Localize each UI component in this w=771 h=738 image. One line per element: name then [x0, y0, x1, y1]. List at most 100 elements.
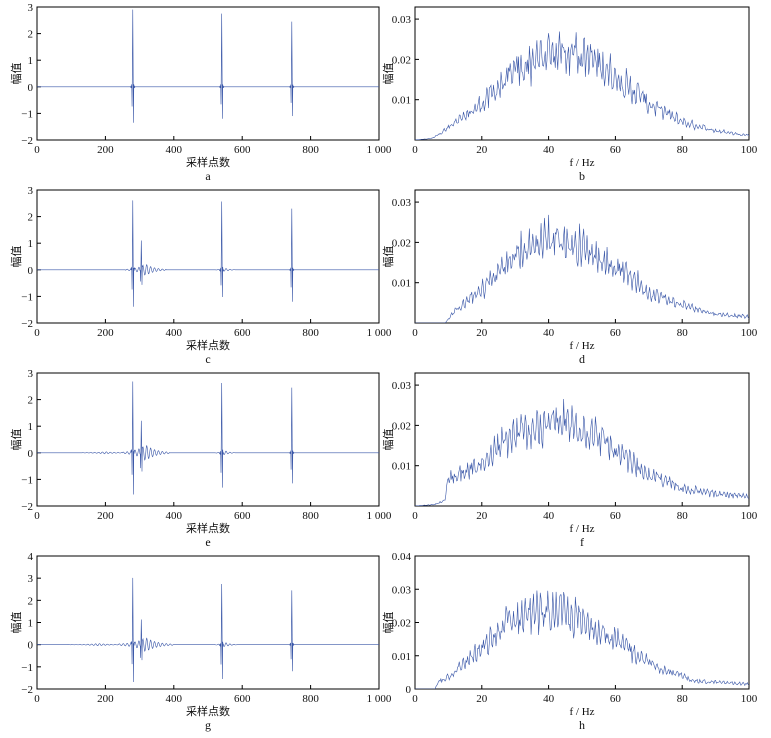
x-tick-label: 40	[543, 510, 555, 522]
y-tick-label: 0	[28, 640, 34, 652]
y-tick-label: −1	[21, 108, 33, 120]
x-tick-label: 80	[677, 144, 689, 156]
y-tick-label: 4	[28, 551, 34, 563]
y-axis-label: 幅值	[382, 612, 395, 634]
panel-a: 0 200 400 600 800 1 000 −2 −1 0 1 2 3 采样点数 幅值 a	[10, 2, 392, 183]
y-tick-label: 0.03	[392, 380, 412, 392]
x-axis-label: f / Hz	[569, 340, 594, 352]
x-tick-label: 100	[741, 327, 758, 339]
y-tick-label: −2	[21, 684, 33, 696]
x-tick-label: 20	[476, 510, 488, 522]
y-tick-label: 0.02	[392, 618, 411, 630]
x-tick-label: 600	[234, 510, 251, 522]
x-tick-label: 40	[543, 144, 555, 156]
x-tick-label: 400	[166, 510, 183, 522]
x-tick-label: 600	[234, 693, 251, 705]
panel-g: 0 200 400 600 800 1 000 −2 −1 0 1 2 3 4 采样点数 幅值 g	[10, 551, 392, 732]
y-tick-label: 3	[28, 368, 34, 380]
panel-caption: f	[580, 535, 584, 549]
y-tick-label: 0.01	[392, 461, 411, 473]
y-axis-label: 幅值	[382, 429, 395, 451]
y-tick-label: −1	[21, 291, 33, 303]
y-axis-label: 幅值	[382, 63, 395, 85]
x-tick-label: 1 000	[367, 144, 392, 156]
x-tick-label: 1 000	[367, 693, 392, 705]
panel-caption: b	[579, 169, 585, 183]
panel-e: 0 200 400 600 800 1 000 −2 −1 0 1 2 3 采样点数 幅值 e	[10, 368, 392, 549]
y-tick-label: −2	[21, 135, 33, 147]
x-tick-label: 100	[741, 510, 758, 522]
x-axis-label: f / Hz	[569, 523, 594, 535]
x-tick-label: 0	[412, 693, 418, 705]
x-tick-label: 200	[97, 510, 114, 522]
panel-caption: g	[205, 718, 211, 732]
x-tick-label: 20	[476, 327, 488, 339]
x-axis-label: f / Hz	[569, 157, 594, 169]
series-line	[415, 399, 749, 506]
y-tick-label: 3	[28, 185, 34, 197]
x-tick-label: 600	[234, 327, 251, 339]
panel-caption: e	[205, 535, 210, 549]
y-axis-label: 幅值	[10, 63, 23, 85]
x-tick-label: 60	[610, 144, 622, 156]
y-axis-label: 幅值	[10, 612, 23, 634]
x-tick-label: 0	[412, 144, 418, 156]
y-tick-label: 2	[28, 212, 34, 224]
x-axis-label: 采样点数	[186, 155, 230, 169]
y-tick-label: 2	[28, 395, 34, 407]
x-tick-label: 80	[677, 510, 689, 522]
plot-frame	[414, 189, 750, 324]
x-tick-label: 0	[34, 144, 40, 156]
series-line	[37, 200, 379, 307]
x-tick-label: 0	[34, 693, 40, 705]
y-tick-label: 0.01	[392, 651, 411, 663]
y-tick-label: 1	[28, 618, 34, 630]
y-tick-label: 3	[28, 2, 34, 14]
x-axis-label: f / Hz	[569, 706, 594, 718]
y-tick-label: 0	[406, 684, 412, 696]
x-tick-label: 1 000	[367, 510, 392, 522]
x-tick-label: 0	[412, 510, 418, 522]
x-tick-label: 60	[610, 693, 622, 705]
x-tick-label: 400	[166, 327, 183, 339]
x-tick-label: 60	[610, 510, 622, 522]
x-tick-label: 40	[543, 327, 555, 339]
y-tick-label: 1	[28, 238, 34, 250]
y-tick-label: 0.03	[392, 197, 412, 209]
x-tick-label: 60	[610, 327, 622, 339]
x-tick-label: 400	[166, 144, 183, 156]
y-tick-label: 0.01	[392, 95, 411, 107]
x-tick-label: 80	[677, 327, 689, 339]
x-tick-label: 1 000	[367, 327, 392, 339]
y-tick-label: 2	[28, 29, 34, 41]
x-tick-label: 80	[677, 693, 689, 705]
x-tick-label: 600	[234, 144, 251, 156]
series-line	[37, 577, 379, 683]
x-tick-label: 0	[34, 327, 40, 339]
y-tick-label: 0.02	[392, 420, 411, 432]
panel-caption: c	[205, 352, 210, 366]
plot-frame	[36, 189, 380, 324]
x-tick-label: 0	[34, 510, 40, 522]
x-tick-label: 400	[166, 693, 183, 705]
y-tick-label: 0	[28, 82, 34, 94]
panel-caption: h	[579, 718, 585, 732]
y-tick-label: 0.02	[392, 237, 411, 249]
plot-frame	[36, 372, 380, 507]
x-axis-label: 采样点数	[186, 704, 230, 718]
x-tick-label: 0	[412, 327, 418, 339]
y-tick-label: 0	[28, 265, 34, 277]
panel-c: 0 200 400 600 800 1 000 −2 −1 0 1 2 3 采样点数 幅值 c	[10, 185, 392, 366]
panel-f: 0 20 40 60 80 100 0.01 0.02 0.03 f / Hz 幅值 f	[382, 372, 758, 549]
plot-frame	[414, 372, 750, 507]
plot-frame	[36, 555, 380, 690]
x-tick-label: 100	[741, 693, 758, 705]
y-tick-label: 0.02	[392, 54, 411, 66]
y-tick-label: −2	[21, 501, 33, 513]
plot-frame	[36, 6, 380, 141]
y-tick-label: 0.03	[392, 584, 412, 596]
x-axis-label: 采样点数	[186, 521, 230, 535]
y-axis-label: 幅值	[382, 246, 395, 268]
x-tick-label: 40	[543, 693, 555, 705]
